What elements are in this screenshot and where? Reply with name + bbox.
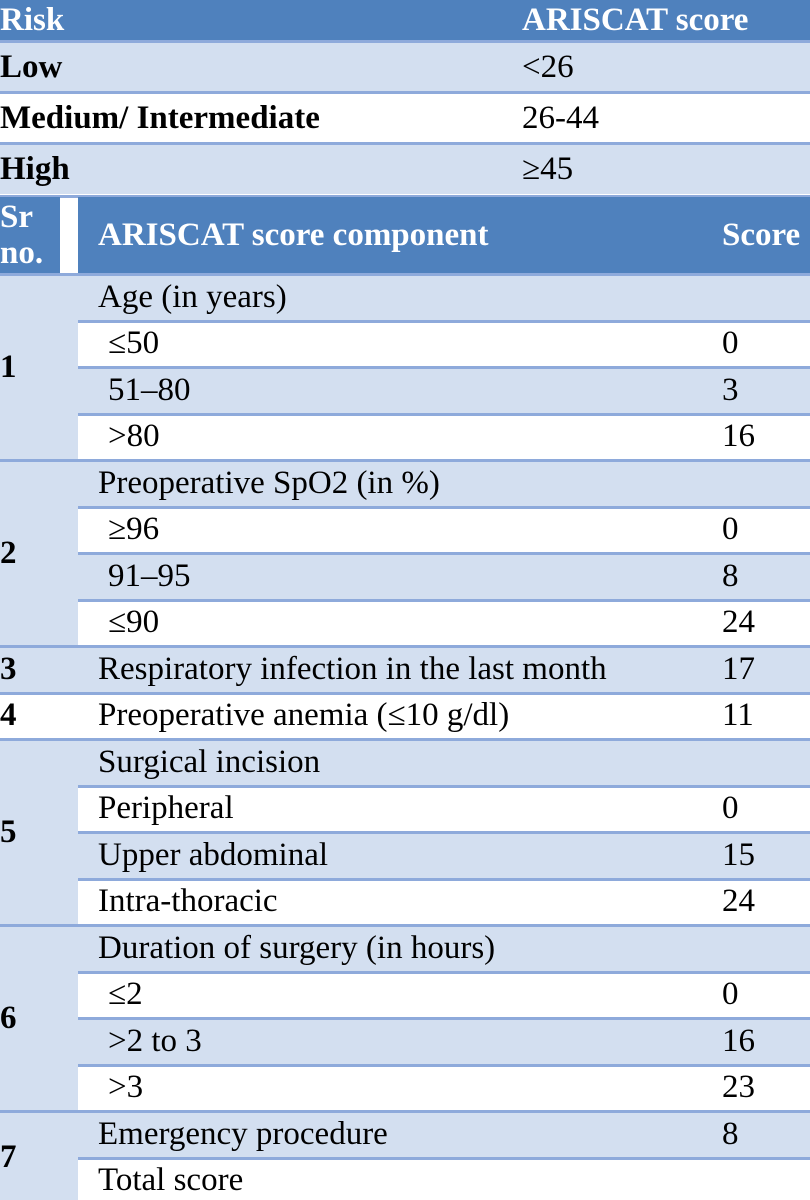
risk-level: Medium/ Intermediate [0, 93, 477, 143]
component-score: 16 [700, 414, 810, 459]
component-label: Age (in years) [78, 275, 700, 320]
sr-number: 4 [0, 693, 78, 738]
component-score: 3 [700, 368, 810, 413]
component-label: 91–95 [78, 554, 700, 599]
header-cell: Score [700, 197, 810, 273]
component-label: Total score [78, 1158, 700, 1200]
header-cell: Risk [0, 0, 477, 40]
sr-number: 7 [0, 1112, 78, 1200]
component-label: Preoperative anemia (≤10 g/dl) [78, 693, 700, 738]
row-border [0, 142, 810, 145]
component-label: ≥96 [78, 507, 700, 552]
component-score [700, 275, 810, 320]
component-label: >2 to 3 [78, 1019, 700, 1064]
component-label: ≤2 [78, 972, 700, 1017]
row-border [0, 598, 810, 602]
row-border [0, 319, 810, 323]
component-score: 8 [700, 1112, 810, 1157]
row-border [0, 412, 810, 416]
component-score [700, 926, 810, 971]
component-label: Peripheral [78, 786, 700, 831]
component-score: 24 [700, 879, 810, 924]
row-border [0, 552, 810, 555]
component-score [700, 740, 810, 785]
sr-number: 3 [0, 647, 78, 692]
component-score: 0 [700, 972, 810, 1017]
row-border [0, 1156, 810, 1160]
risk-level: High [0, 144, 477, 194]
row-border [0, 459, 810, 462]
row-border [0, 91, 810, 94]
header-cell: ARISCAT score component [78, 197, 700, 273]
sr-number: 1 [0, 275, 78, 459]
row-border [0, 831, 810, 834]
component-score: 8 [700, 554, 810, 599]
component-score: 15 [700, 833, 810, 878]
risk-score: 26-44 [477, 93, 810, 143]
header-cell: ARISCAT score [477, 0, 810, 40]
row-border [0, 970, 810, 974]
component-score: 0 [700, 786, 810, 831]
row-border [0, 195, 810, 198]
row-border [0, 784, 810, 788]
row-border [0, 40, 810, 43]
row-border [0, 691, 810, 695]
header-cell: Sr no. [0, 197, 60, 273]
row-border [0, 505, 810, 509]
risk-score: <26 [477, 42, 810, 92]
component-score: 23 [700, 1065, 810, 1110]
component-label: ≤50 [78, 321, 700, 366]
component-score: 16 [700, 1019, 810, 1064]
row-border [0, 273, 810, 276]
component-label: ≤90 [78, 600, 700, 645]
row-border [0, 366, 810, 369]
component-score [700, 461, 810, 506]
component-label: Respiratory infection in the last month [78, 647, 700, 692]
component-label: Upper abdominal [78, 833, 700, 878]
sr-number: 2 [0, 461, 78, 645]
sr-number: 5 [0, 740, 78, 924]
row-border [0, 738, 810, 741]
component-score [700, 1158, 810, 1200]
sr-number: 6 [0, 926, 78, 1110]
row-border [0, 924, 810, 927]
row-border [0, 645, 810, 648]
row-border [0, 877, 810, 881]
component-label: >3 [78, 1065, 700, 1110]
component-label: Duration of surgery (in hours) [78, 926, 700, 971]
component-label: Preoperative SpO2 (in %) [78, 461, 700, 506]
component-label: Intra-thoracic [78, 879, 700, 924]
component-label: >80 [78, 414, 700, 459]
component-score: 17 [700, 647, 810, 692]
component-label: Surgical incision [78, 740, 700, 785]
risk-level: Low [0, 42, 477, 92]
component-score: 0 [700, 507, 810, 552]
component-label: 51–80 [78, 368, 700, 413]
row-border [0, 1063, 810, 1067]
row-border [0, 1017, 810, 1020]
component-score: 11 [700, 693, 810, 738]
component-label: Emergency procedure [78, 1112, 700, 1157]
risk-score: ≥45 [477, 144, 810, 194]
component-score: 0 [700, 321, 810, 366]
component-score: 24 [700, 600, 810, 645]
row-border [0, 1110, 810, 1113]
